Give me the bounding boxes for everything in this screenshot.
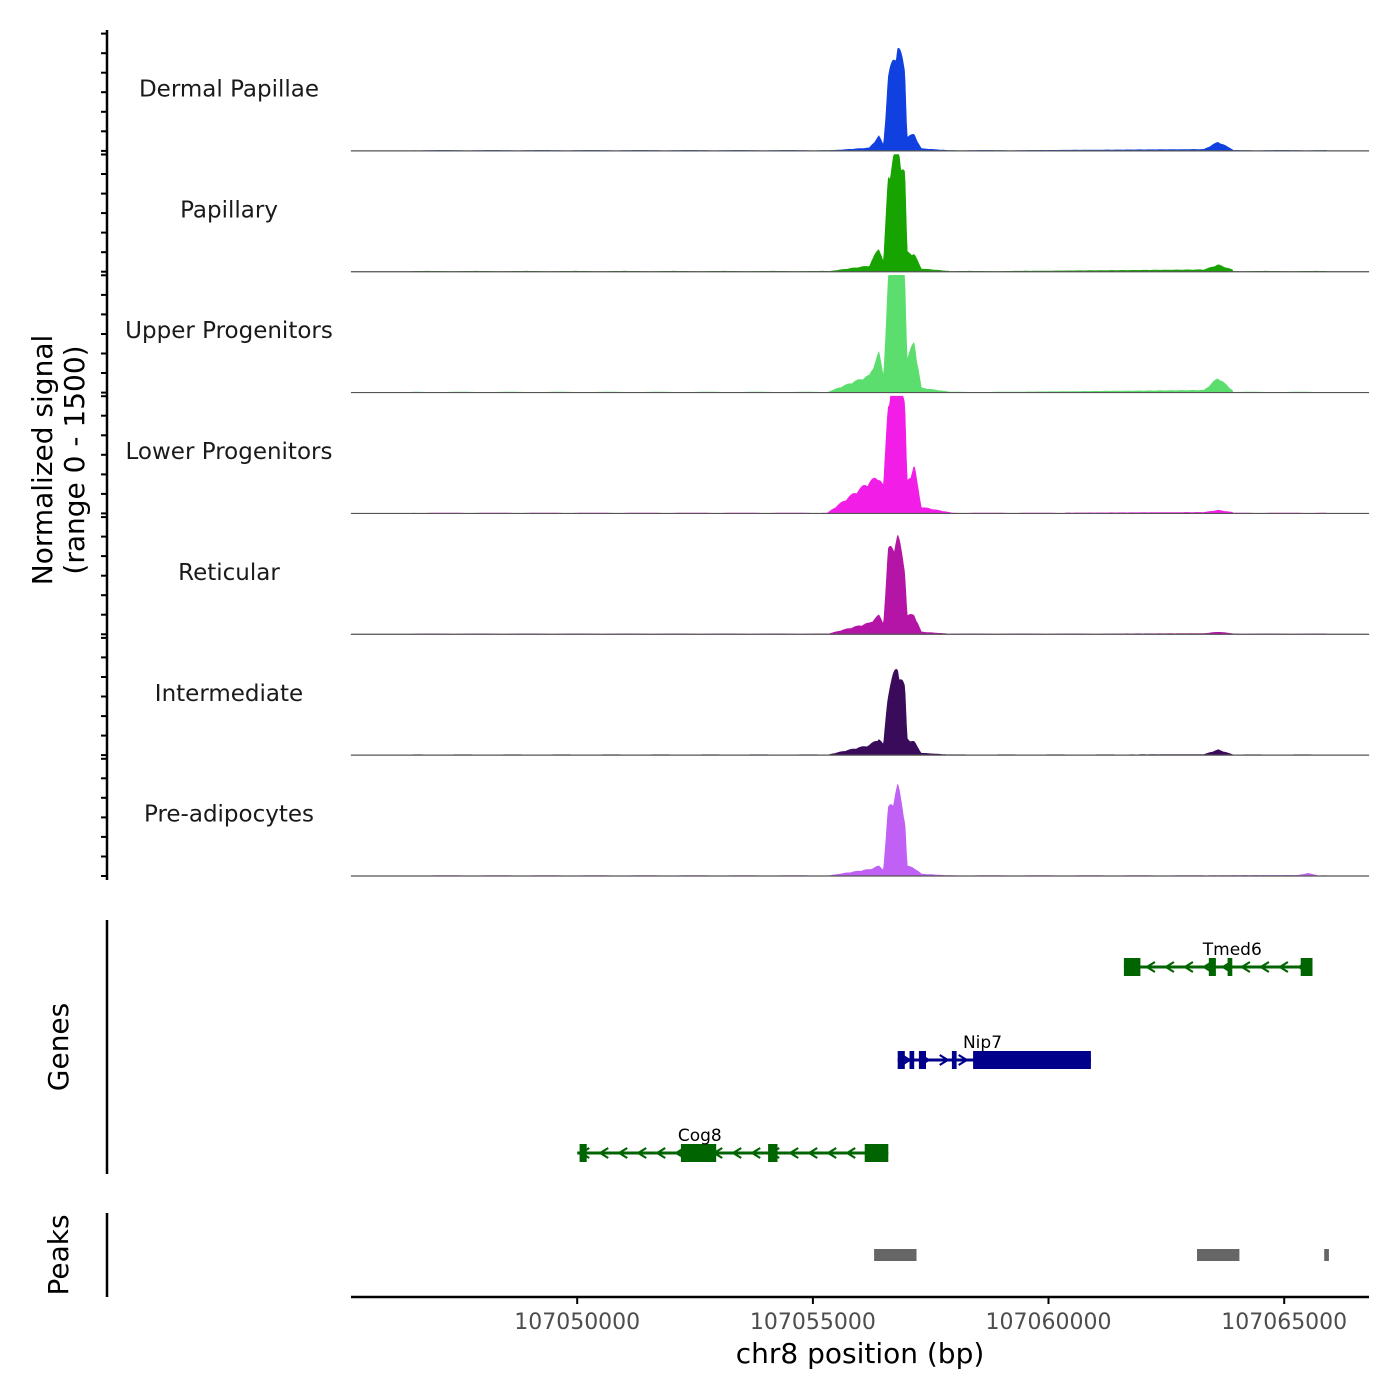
peak-region [1197,1249,1240,1261]
coverage-tracks [350,47,1370,877]
track-label: Papillary [180,197,278,223]
strand-arrow-icon [655,1147,666,1159]
coverage-y-axis-title: Normalized signal [26,335,59,586]
gene-cog8: Cog8 [577,1126,889,1162]
gene-exon [909,1051,915,1069]
genes-axis-title: Genes [42,1003,75,1091]
track-label: Intermediate [155,681,303,707]
gene-annotation-track: Tmed6 Nip7 Cog8 [577,940,1313,1162]
x-axis-tick-label: 107055000 [750,1310,876,1335]
track-label: Pre-adipocytes [144,802,314,828]
track-label: Lower Progenitors [126,439,333,465]
gene-exon [1208,958,1216,976]
gene-exon [579,1144,587,1162]
strand-arrow-icon [939,1054,950,1066]
gene-exon [973,1051,1091,1069]
strand-arrow-icon [1182,961,1194,973]
strand-arrow-icon [807,1147,818,1159]
coverage-area-dermal-papillae [350,47,1370,152]
strand-arrow-icon [731,1147,742,1159]
gene-nip7: Nip7 [897,1033,1091,1069]
x-axis-ticks: 107050000 107055000 107060000 107065000 [514,1297,1347,1335]
gene-label: Nip7 [963,1033,1002,1053]
track-labels: Dermal Papillae Papillary Upper Progenitor… [125,77,333,828]
gene-exon [864,1144,889,1162]
peak-region [874,1249,917,1261]
strand-arrow-icon [617,1147,628,1159]
peaks-track [874,1249,1329,1261]
strand-arrow-icon [958,1054,969,1066]
coverage-area-lower-progenitors [350,395,1370,514]
strand-arrow-icon [1239,961,1251,973]
gene-exon [897,1051,905,1069]
gene-exon [951,1051,957,1069]
strand-arrow-icon [1163,961,1175,973]
x-axis-tick-label: 107050000 [514,1310,640,1335]
coverage-area-reticular [350,534,1370,635]
gene-tmed6: Tmed6 [1123,940,1313,976]
gene-label: Cog8 [678,1126,722,1146]
strand-arrow-icon [1277,961,1289,973]
gene-exon [1123,958,1141,976]
gene-exon [680,1144,717,1162]
coverage-y-axis-range: (range 0 - 1500) [58,345,91,574]
track-label: Upper Progenitors [125,318,333,344]
gene-exon [918,1051,926,1069]
coverage-area-pre-adipocytes [350,783,1370,877]
peaks-axis-title: Peaks [42,1214,75,1295]
track-label: Reticular [178,560,280,586]
strand-arrow-icon [598,1147,609,1159]
strand-arrow-icon [1258,961,1270,973]
strand-arrow-icon [636,1147,647,1159]
coverage-y-axis [101,30,109,880]
x-axis-tick-label: 107065000 [1221,1310,1347,1335]
track-label: Dermal Papillae [139,77,319,103]
strand-arrow-icon [1144,961,1156,973]
gene-exon [768,1144,778,1162]
strand-arrow-icon [788,1147,799,1159]
strand-arrow-icon [845,1147,856,1159]
coverage-area-papillary [350,154,1370,272]
coverage-area-upper-progenitors [350,275,1370,393]
gene-exon [1300,958,1313,976]
coverage-area-intermediate [350,669,1370,756]
x-axis-tick-label: 107060000 [986,1310,1112,1335]
strand-arrow-icon [750,1147,761,1159]
strand-arrow-icon [826,1147,837,1159]
peak-region [1324,1249,1329,1261]
gene-label: Tmed6 [1202,940,1262,960]
gene-exon [1227,958,1233,976]
x-axis-title: chr8 position (bp) [736,1337,985,1370]
